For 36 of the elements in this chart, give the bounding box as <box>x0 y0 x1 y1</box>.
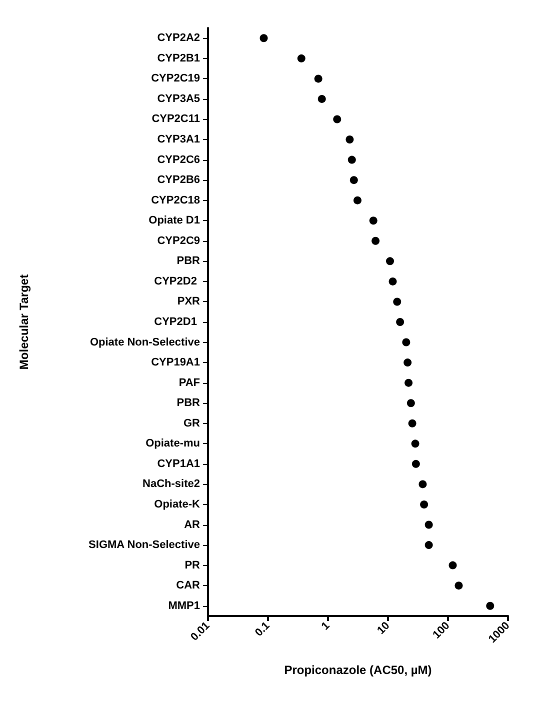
y-tick-label: CYP2B6 <box>157 174 200 186</box>
y-tick-label: Opiate D1 <box>148 214 200 227</box>
x-tick-label: 0.01 <box>188 620 212 644</box>
y-tick-label: CAR <box>176 580 200 592</box>
y-tick-label: PAF <box>178 376 200 389</box>
y-tick-label: CYP2C18 <box>151 194 200 206</box>
y-tick-label: CYP2C9 <box>157 234 200 247</box>
y-tick-label: CYP3A1 <box>157 134 200 146</box>
y-tick-label: CYP19A1 <box>151 356 200 369</box>
y-tick-label: PR <box>184 559 200 572</box>
y-tick-label: SIGMA Non-Selective <box>88 539 200 552</box>
x-tick-label: 1 <box>319 620 332 633</box>
y-tick-label: Opiate-K <box>154 498 200 510</box>
y-tick-label: Opiate Non-Selective <box>90 336 200 348</box>
y-tick-label: CYP2D1 <box>154 316 200 328</box>
y-tick-label: NaCh-site2 <box>142 478 200 490</box>
y-tick-label: CYP2A2 <box>157 32 200 44</box>
x-axis-title: Propiconazole (AC50, µM) <box>284 663 432 677</box>
y-tick-label: PBR <box>176 255 200 268</box>
x-tick-label: 0.1 <box>252 620 272 640</box>
y-tick-label: CYP2B1 <box>157 52 200 64</box>
y-tick-label: CYP2C11 <box>152 113 200 126</box>
y-tick-label: GR <box>184 417 200 430</box>
y-tick-label: PXR <box>177 296 200 308</box>
y-tick-label: Opiate-mu <box>146 438 200 450</box>
y-tick-label: AR <box>184 518 200 531</box>
y-tick-label: CYP1A1 <box>157 458 200 470</box>
y-tick-label: CYP2C19 <box>151 72 200 85</box>
y-tick-label: MMP1 <box>168 600 200 612</box>
x-tick-label: 100 <box>430 620 452 642</box>
y-tick-label: CYP2D2 <box>154 275 200 288</box>
y-tick-label: CYP2C6 <box>157 154 200 166</box>
y-tick-label: PBR <box>176 397 200 410</box>
y-axis-title: Molecular Target <box>17 274 31 370</box>
x-tick-label: 10 <box>375 620 392 637</box>
y-tick-label: CYP3A5 <box>157 92 200 105</box>
